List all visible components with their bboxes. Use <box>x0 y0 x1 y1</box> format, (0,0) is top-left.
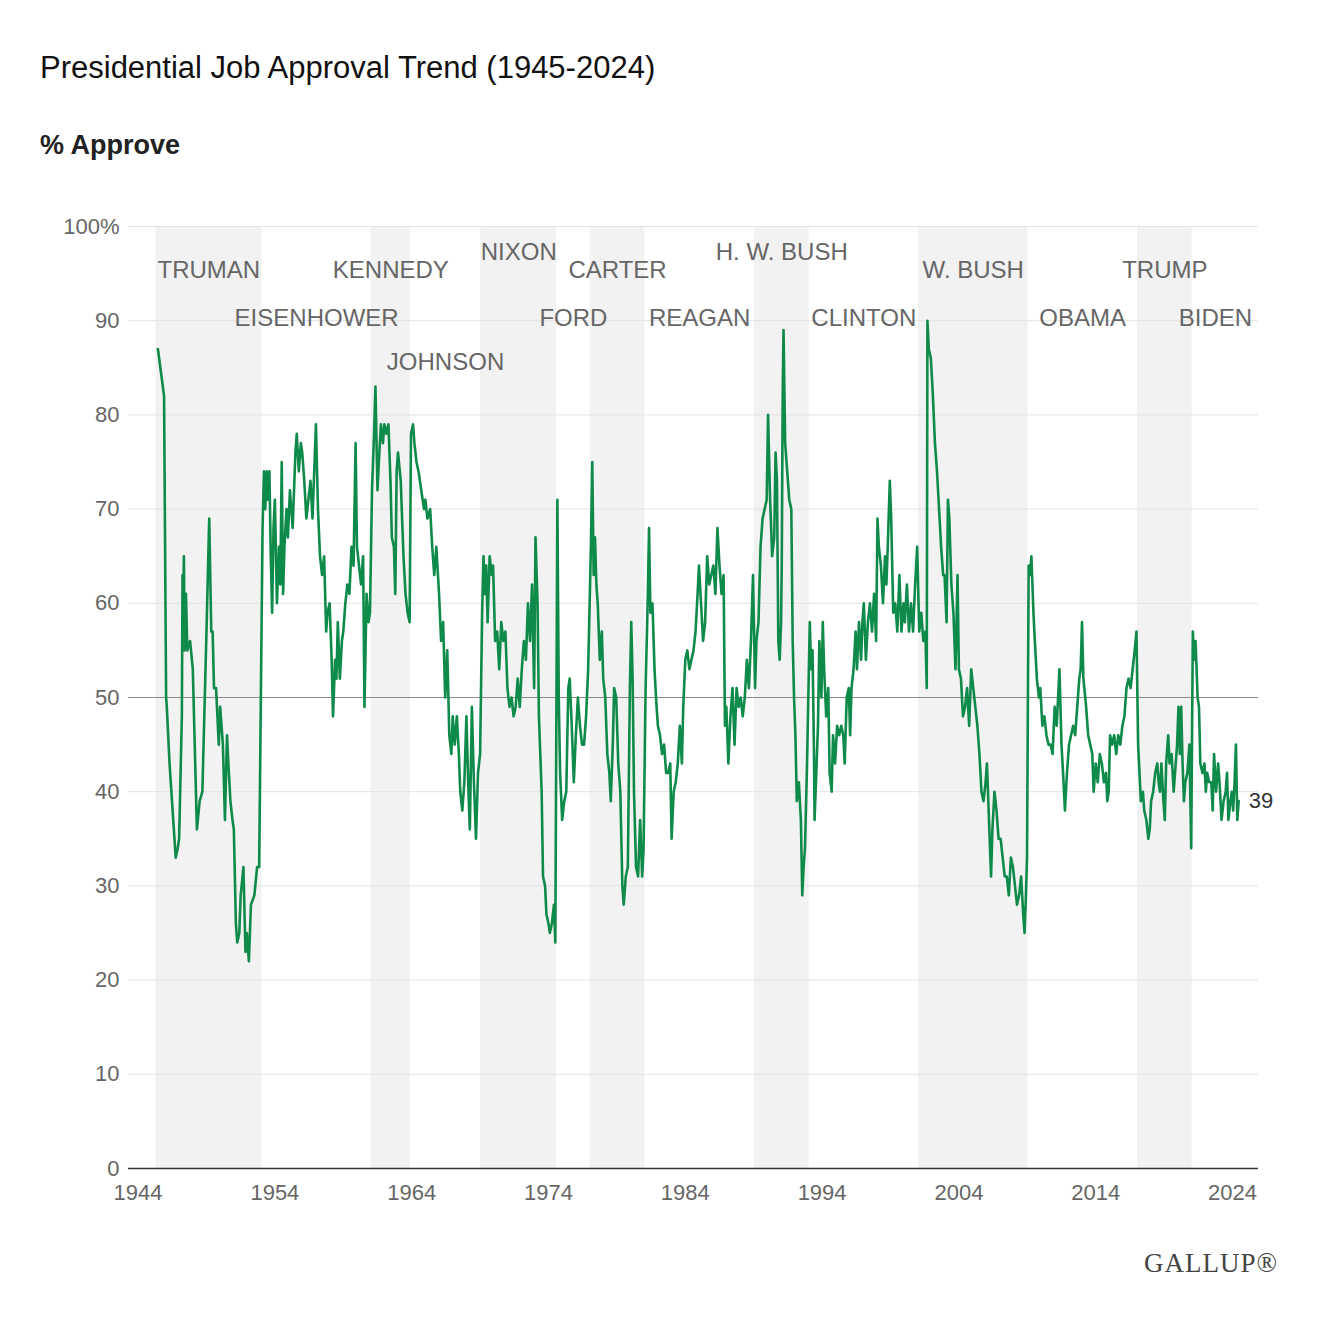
svg-text:0: 0 <box>107 1156 119 1181</box>
svg-text:REAGAN: REAGAN <box>649 304 750 331</box>
svg-text:1984: 1984 <box>661 1180 710 1205</box>
svg-text:1954: 1954 <box>250 1180 299 1205</box>
svg-text:10: 10 <box>95 1061 119 1086</box>
svg-text:20: 20 <box>95 967 119 992</box>
svg-text:W. BUSH: W. BUSH <box>923 256 1024 283</box>
svg-text:2024: 2024 <box>1208 1180 1257 1205</box>
svg-text:100%: 100% <box>63 214 119 239</box>
svg-text:NIXON: NIXON <box>481 238 557 265</box>
svg-text:BIDEN: BIDEN <box>1179 304 1252 331</box>
svg-text:FORD: FORD <box>539 304 607 331</box>
html-text:GALLUP®: GALLUP® <box>1144 1248 1278 1278</box>
svg-text:H. W. BUSH: H. W. BUSH <box>716 238 848 265</box>
svg-text:EISENHOWER: EISENHOWER <box>235 304 399 331</box>
html-text:Presidential Job Approval Tren: Presidential Job Approval Trend (1945-20… <box>40 50 656 85</box>
svg-text:39: 39 <box>1249 788 1273 813</box>
svg-text:60: 60 <box>95 590 119 615</box>
svg-text:KENNEDY: KENNEDY <box>333 256 449 283</box>
svg-text:2004: 2004 <box>934 1180 983 1205</box>
svg-text:1944: 1944 <box>114 1180 163 1205</box>
svg-text:TRUMAN: TRUMAN <box>158 256 261 283</box>
svg-text:90: 90 <box>95 308 119 333</box>
svg-text:1964: 1964 <box>387 1180 436 1205</box>
html-text:% Approve: % Approve <box>40 130 180 160</box>
svg-text:2014: 2014 <box>1071 1180 1120 1205</box>
svg-text:TRUMP: TRUMP <box>1122 256 1207 283</box>
svg-text:30: 30 <box>95 873 119 898</box>
svg-text:CARTER: CARTER <box>568 256 666 283</box>
svg-text:80: 80 <box>95 402 119 427</box>
svg-text:OBAMA: OBAMA <box>1039 304 1126 331</box>
svg-text:40: 40 <box>95 779 119 804</box>
svg-text:50: 50 <box>95 685 119 710</box>
svg-text:JOHNSON: JOHNSON <box>387 348 504 375</box>
svg-text:1994: 1994 <box>798 1180 847 1205</box>
svg-text:70: 70 <box>95 496 119 521</box>
svg-text:CLINTON: CLINTON <box>811 304 916 331</box>
svg-text:1974: 1974 <box>524 1180 573 1205</box>
